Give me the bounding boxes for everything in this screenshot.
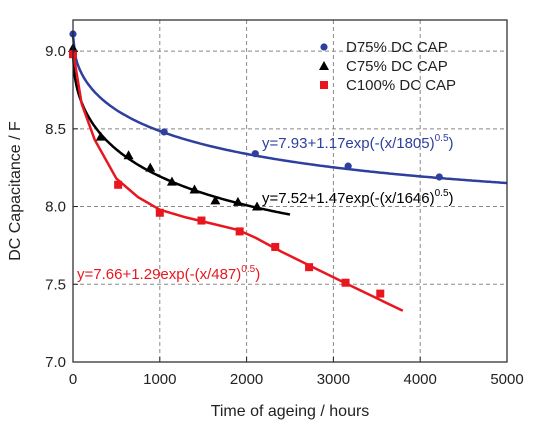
legend: D75% DC CAP C75% DC CAP C100% DC CAP (319, 39, 456, 94)
axis-ticks: 0 1000 2000 3000 4000 5000 7.0 7.5 8.0 8.5 9.0 (45, 43, 524, 388)
fit-curve (71, 50, 404, 312)
data-point (344, 162, 352, 170)
fit-equation: y=7.66+1.29exp(-(x/487)0.5) (77, 264, 260, 283)
x-tick-label: 4000 (404, 371, 437, 388)
fit-curves (71, 35, 508, 312)
legend-marker (320, 43, 328, 51)
y-axis-title: DC Capacitance / F (7, 121, 24, 261)
fit-equations: y=7.93+1.17exp(-(x/1805)0.5) y=7.52+1.47e… (77, 133, 454, 283)
data-point (197, 216, 206, 225)
data-point (114, 180, 123, 189)
data-point (160, 128, 168, 136)
data-point (95, 131, 106, 141)
data-point (155, 208, 164, 217)
fit-curve (71, 52, 291, 216)
fit-curve (71, 35, 508, 185)
data-point (145, 162, 156, 172)
data-point (232, 196, 243, 206)
legend-label: C75% DC CAP (346, 58, 448, 75)
data-point (341, 278, 350, 287)
data-point (166, 176, 177, 186)
x-tick-label: 0 (69, 371, 77, 388)
data-point (305, 263, 314, 272)
legend-marker (319, 61, 329, 70)
x-tick-label: 2000 (230, 371, 263, 388)
data-point (376, 289, 385, 298)
data-point (235, 227, 244, 236)
data-point (123, 150, 134, 160)
x-tick-label: 5000 (490, 371, 523, 388)
fit-equation: y=7.93+1.17exp(-(x/1805)0.5) (262, 133, 454, 152)
y-tick-label: 9.0 (45, 43, 66, 60)
fit-equation: y=7.52+1.47exp(-(x/1646)0.5) (262, 188, 454, 207)
legend-label: D75% DC CAP (346, 39, 448, 56)
x-tick-label: 3000 (317, 371, 350, 388)
x-tick-label: 1000 (143, 371, 176, 388)
data-point (435, 173, 443, 181)
data-point (271, 242, 280, 251)
data-point (252, 201, 263, 211)
data-point (210, 195, 221, 205)
y-tick-label: 7.5 (45, 276, 66, 293)
y-tick-label: 8.5 (45, 121, 66, 138)
plot-frame (72, 19, 508, 363)
data-points (68, 30, 443, 298)
y-tick-label: 7.0 (45, 354, 66, 371)
legend-label: C100% DC CAP (346, 77, 456, 94)
x-axis-title: Time of ageing / hours (211, 403, 370, 420)
y-tick-label: 8.0 (45, 199, 66, 216)
grid (73, 20, 507, 362)
data-point (189, 184, 200, 194)
legend-marker (320, 81, 328, 89)
data-point (251, 150, 259, 158)
